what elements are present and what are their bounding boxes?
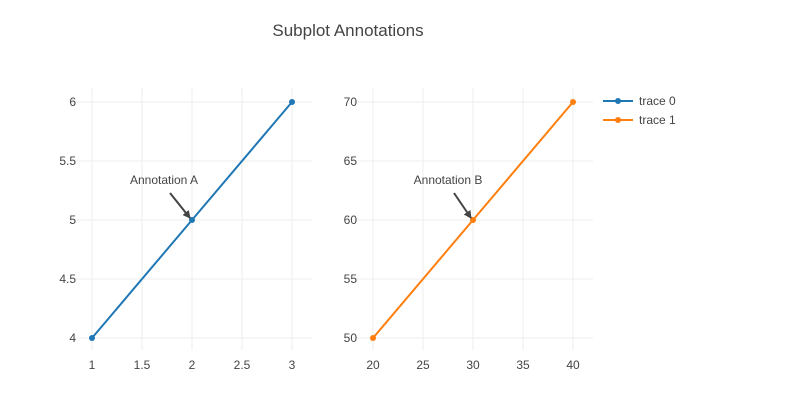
annotation-label: Annotation B — [414, 173, 483, 187]
annotation-arrow — [453, 192, 472, 219]
annotation-arrow — [169, 192, 191, 219]
y-tick-label: 6 — [69, 95, 76, 109]
x-tick-label: 30 — [466, 358, 480, 372]
x-tick-label: 2 — [189, 358, 196, 372]
y-tick-label: 5 — [69, 213, 76, 227]
chart-title: Subplot Annotations — [272, 21, 423, 40]
data-point[interactable] — [89, 335, 95, 341]
x-tick-label: 2.5 — [234, 358, 251, 372]
y-tick-label: 70 — [344, 95, 358, 109]
legend[interactable]: trace 0 trace 1 — [603, 94, 676, 127]
y-tick-label: 55 — [344, 272, 358, 286]
data-point[interactable] — [289, 99, 295, 105]
legend-label: trace 1 — [639, 113, 676, 127]
x-tick-label: 3 — [289, 358, 296, 372]
data-point[interactable] — [570, 99, 576, 105]
x-tick-label: 20 — [366, 358, 380, 372]
x-tick-label: 25 — [416, 358, 430, 372]
x-tick-label: 1 — [89, 358, 96, 372]
legend-swatch-marker — [615, 117, 621, 123]
x-tick-label: 40 — [566, 358, 580, 372]
legend-label: trace 0 — [639, 94, 676, 108]
y-tick-label: 5.5 — [59, 154, 76, 168]
legend-swatch-marker — [615, 98, 621, 104]
legend-item[interactable]: trace 0 — [603, 94, 676, 108]
subplot-right: 20 25 30 35 40 50 55 60 65 70 Annotation B — [344, 88, 593, 372]
y-tick-label: 65 — [344, 154, 358, 168]
x-tick-label: 35 — [516, 358, 530, 372]
y-tick-label: 60 — [344, 213, 358, 227]
annotation-label: Annotation A — [130, 173, 198, 187]
subplot-left: 1 1.5 2 2.5 3 4 4.5 5 5.5 6 Annotation A — [59, 88, 312, 372]
y-tick-label: 4.5 — [59, 272, 76, 286]
x-tick-label: 1.5 — [134, 358, 151, 372]
data-point[interactable] — [370, 335, 376, 341]
legend-item[interactable]: trace 1 — [603, 113, 676, 127]
y-tick-label: 4 — [69, 331, 76, 345]
y-tick-label: 50 — [344, 331, 358, 345]
